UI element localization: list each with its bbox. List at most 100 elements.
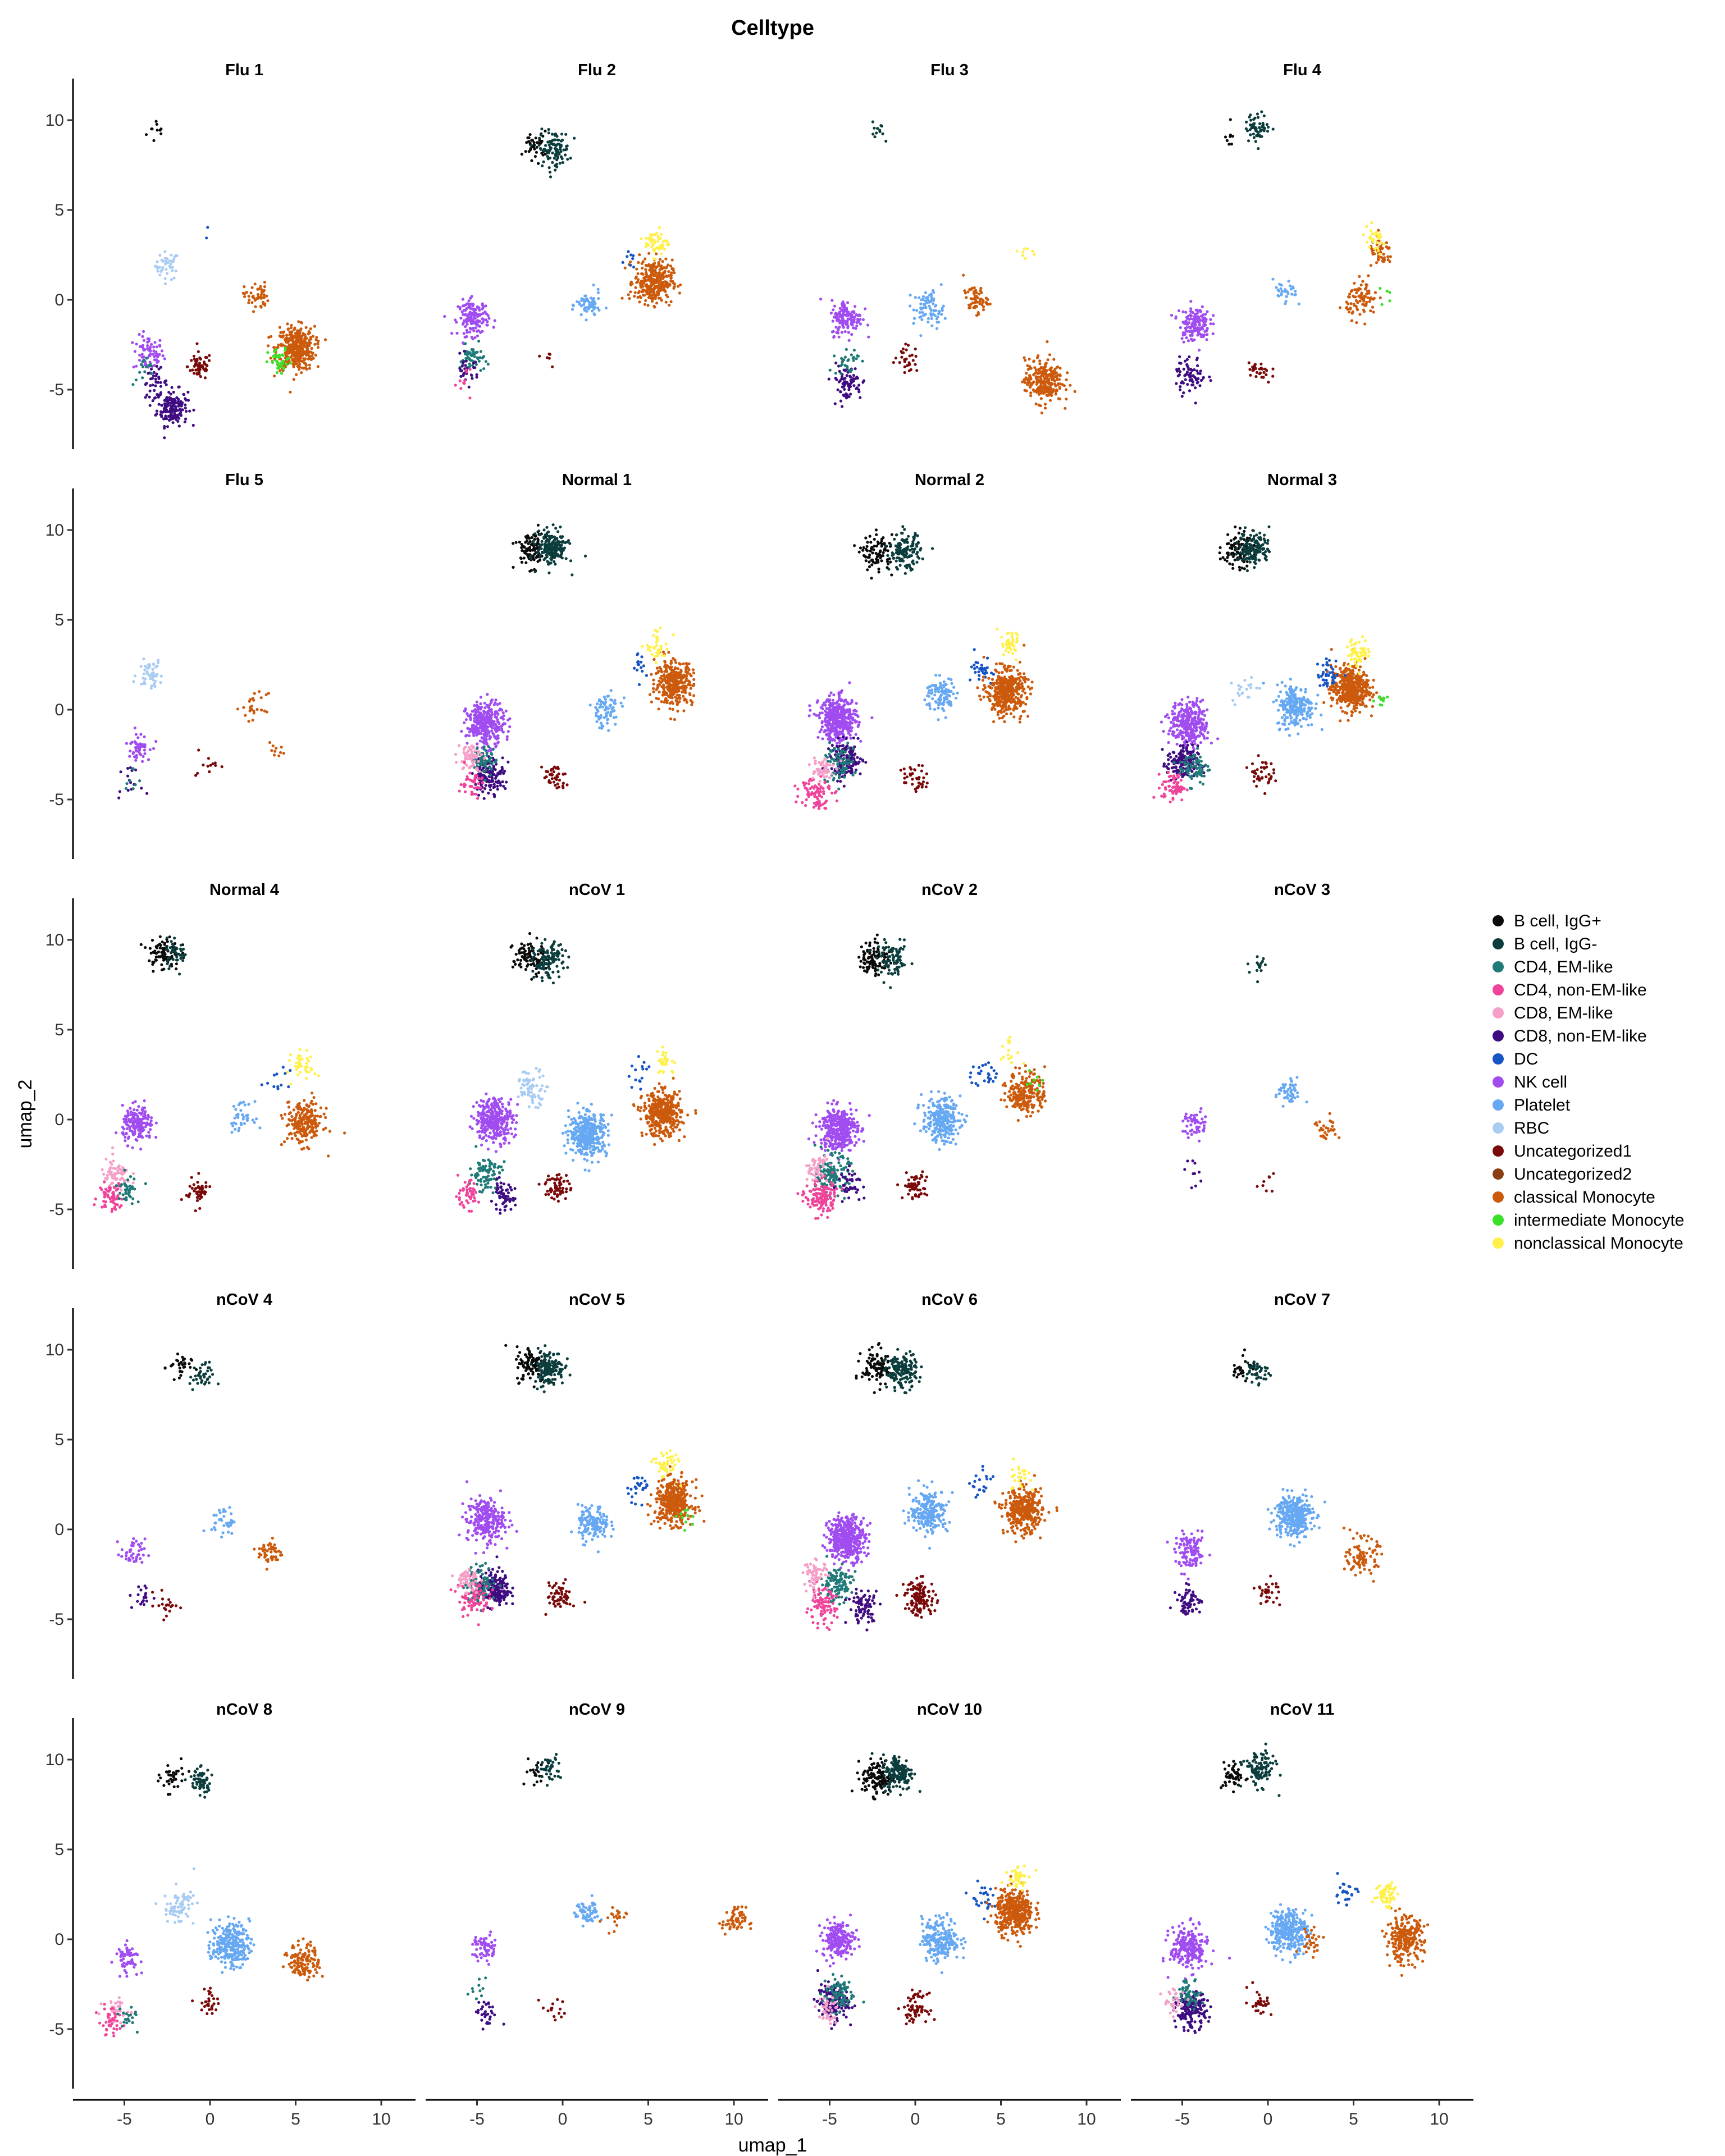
- data-point: [965, 296, 968, 299]
- data-point: [933, 309, 936, 313]
- data-point: [846, 701, 849, 704]
- data-point: [565, 148, 568, 151]
- data-point: [597, 297, 600, 300]
- data-point: [500, 766, 504, 769]
- data-point: [194, 359, 198, 363]
- data-point: [443, 314, 446, 318]
- facet-points: [454, 523, 696, 800]
- data-point: [490, 762, 494, 766]
- data-point: [1355, 321, 1358, 325]
- data-point: [165, 408, 168, 412]
- data-point: [562, 786, 565, 789]
- data-point: [485, 751, 489, 755]
- data-point: [531, 139, 535, 142]
- data-point: [477, 313, 480, 316]
- data-point: [554, 168, 557, 172]
- data-point: [472, 317, 476, 320]
- data-point: [129, 742, 133, 745]
- data-point: [559, 526, 562, 529]
- data-point: [1209, 379, 1212, 382]
- data-point: [495, 774, 498, 778]
- data-point: [1049, 366, 1053, 369]
- facet-panel: Normal 1: [454, 471, 696, 800]
- data-point: [640, 655, 644, 659]
- data-point: [146, 672, 149, 675]
- data-point: [463, 382, 466, 385]
- data-point: [162, 406, 166, 410]
- data-point: [556, 530, 560, 533]
- data-point: [1278, 282, 1281, 286]
- data-point: [870, 716, 874, 719]
- data-point: [652, 257, 655, 261]
- facet-panel: Flu 2: [443, 61, 682, 400]
- data-point: [185, 409, 188, 413]
- data-point: [138, 371, 142, 374]
- data-point: [527, 150, 531, 153]
- data-point: [912, 562, 915, 565]
- data-point: [153, 341, 157, 344]
- data-point: [492, 733, 495, 736]
- data-point: [259, 296, 262, 299]
- data-point: [609, 710, 613, 714]
- data-point: [1048, 386, 1052, 390]
- data-point: [598, 706, 601, 709]
- data-point: [489, 760, 492, 764]
- data-point: [651, 299, 654, 303]
- data-point: [522, 556, 526, 560]
- data-point: [241, 291, 245, 295]
- data-point: [1038, 362, 1042, 366]
- data-point: [642, 294, 645, 297]
- data-point: [553, 560, 556, 564]
- data-point: [663, 270, 667, 273]
- facet-points: [1170, 110, 1392, 405]
- data-point: [883, 542, 886, 545]
- data-point: [854, 305, 857, 308]
- data-point: [551, 151, 554, 155]
- data-point: [1261, 367, 1264, 371]
- data-point: [1182, 391, 1185, 395]
- data-point: [1028, 358, 1031, 361]
- data-point: [489, 717, 492, 721]
- data-point: [583, 306, 587, 309]
- data-point: [172, 258, 176, 261]
- data-point: [464, 313, 467, 317]
- data-point: [1365, 300, 1368, 304]
- data-point: [1199, 369, 1202, 373]
- data-point: [636, 663, 640, 666]
- data-point: [898, 558, 902, 561]
- data-point: [164, 414, 167, 418]
- data-point: [1386, 258, 1390, 262]
- data-point: [484, 749, 487, 752]
- data-point: [487, 709, 491, 712]
- data-point: [911, 547, 914, 551]
- data-point: [886, 558, 889, 561]
- data-point: [538, 533, 542, 537]
- data-point: [914, 296, 917, 299]
- data-point: [204, 369, 208, 373]
- data-point: [473, 704, 476, 707]
- data-point: [289, 326, 293, 330]
- data-point: [279, 369, 282, 373]
- data-point: [852, 349, 856, 352]
- data-point: [471, 364, 474, 367]
- data-point: [146, 344, 149, 348]
- data-point: [527, 542, 530, 545]
- data-point: [540, 540, 544, 543]
- y-tick-label: 0: [54, 291, 64, 309]
- data-point: [654, 233, 657, 236]
- data-point: [841, 318, 845, 321]
- data-point: [462, 332, 466, 335]
- data-point: [550, 554, 553, 558]
- data-point: [873, 545, 876, 548]
- data-point: [600, 724, 604, 727]
- data-point: [628, 297, 631, 300]
- data-point: [478, 308, 481, 312]
- data-point: [1188, 321, 1191, 325]
- data-point: [861, 318, 865, 322]
- data-point: [1254, 375, 1258, 378]
- data-point: [834, 377, 837, 380]
- data-point: [264, 693, 268, 696]
- data-point: [837, 312, 840, 316]
- data-point: [1029, 367, 1033, 370]
- data-point: [152, 345, 156, 349]
